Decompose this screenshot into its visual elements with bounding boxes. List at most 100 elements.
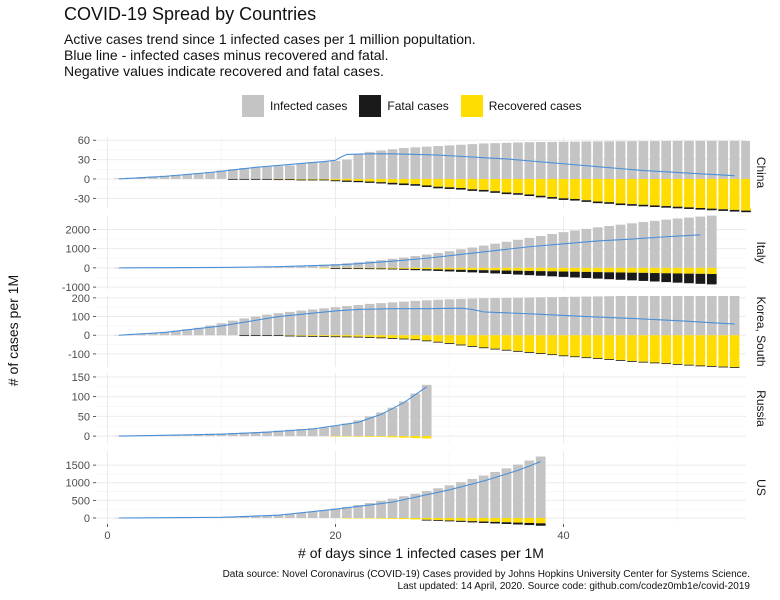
bar-recovered-us-23 [376,518,386,519]
bar-fatal-italy-23 [376,268,386,270]
bar-recovered-italy-40 [570,267,580,272]
bar-infected-korea-south-20 [342,306,352,336]
bar-infected-italy-17 [307,265,318,268]
bar-infected-us-26 [410,493,421,519]
bar-infected-china-7 [193,173,204,179]
bar-infected-us-14 [273,514,284,519]
bar-fatal-korea-south-50 [684,364,694,366]
bar-fatal-us-27 [421,519,432,521]
bar-recovered-korea-south-16 [296,335,307,336]
bar-fatal-china-14 [273,179,284,181]
bar-infected-us-20 [342,506,352,519]
bar-infected-china-32 [478,143,489,179]
bar-infected-us-28 [433,488,443,519]
bar-fatal-china-45 [627,204,637,206]
legend-label-infected: Infected cases [270,99,348,113]
bar-recovered-korea-south-49 [672,335,683,365]
bar-infected-china-31 [467,144,478,179]
bar-recovered-us-29 [444,518,455,521]
bar-recovered-china-44 [615,178,626,204]
bar-fatal-korea-south-32 [478,347,489,349]
bar-fatal-italy-43 [604,272,615,280]
bar-fatal-us-29 [444,520,455,522]
bar-recovered-korea-south-41 [581,335,592,358]
bar-fatal-korea-south-21 [353,336,364,338]
bar-fatal-korea-south-52 [706,366,717,367]
bar-recovered-korea-south-54 [729,335,740,367]
bar-fatal-china-23 [376,182,386,184]
panel-bg-korea-south [96,296,746,367]
active-line-us [118,461,541,519]
bar-fatal-korea-south-20 [342,336,352,338]
bar-infected-china-23 [376,150,386,179]
bar-infected-china-12 [250,167,261,179]
bar-infected-italy-29 [444,251,455,268]
bar-recovered-us-20 [342,518,352,519]
subtitle-line-3: Negative values indicate recovered and f… [64,63,384,79]
bar-recovered-china-54 [729,178,740,210]
bar-fatal-china-44 [615,203,626,206]
bar-infected-china-10 [227,169,238,179]
bar-recovered-italy-31 [467,267,478,270]
bar-fatal-korea-south-27 [421,340,432,342]
bar-infected-china-51 [695,140,706,179]
bar-infected-russia-13 [262,431,272,437]
bar-infected-korea-south-16 [296,310,307,336]
caption-line-1: Data source: Novel Coronavirus (COVID-19… [222,569,750,580]
bar-recovered-us-35 [513,518,523,523]
bar-recovered-china-52 [706,178,717,209]
bar-recovered-korea-south-46 [638,335,649,362]
bar-recovered-china-17 [307,178,318,180]
bar-fatal-italy-24 [387,268,398,270]
bar-recovered-us-26 [410,518,421,520]
bar-recovered-italy-21 [353,267,364,269]
bar-recovered-russia-19 [330,436,341,437]
bar-fatal-korea-south-40 [570,356,580,358]
bar-infected-russia-27 [421,384,432,437]
bar-fatal-italy-22 [364,268,375,270]
bar-fatal-italy-49 [672,273,683,283]
y-tick-label-russia-1: 50 [78,411,90,423]
bar-infected-italy-34 [501,241,512,268]
bar-fatal-china-30 [456,187,466,190]
bar-recovered-korea-south-51 [695,335,706,366]
bar-infected-italy-22 [364,261,375,268]
bar-infected-us-18 [319,510,329,519]
bar-recovered-china-49 [672,178,683,207]
bar-infected-korea-south-50 [684,296,694,336]
legend-item-recovered: Recovered cases [460,95,581,117]
bar-fatal-china-42 [592,201,603,204]
bar-recovered-china-29 [444,178,455,188]
bar-fatal-korea-south-45 [627,361,637,362]
bar-infected-korea-south-22 [364,303,375,336]
bar-fatal-china-54 [729,209,740,212]
bar-infected-italy-33 [490,243,500,268]
bar-infected-us-35 [513,464,523,519]
bar-fatal-korea-south-22 [364,337,375,338]
bar-infected-us-30 [456,482,466,519]
y-tick-label-korea-south-1: 0 [84,330,90,342]
bar-infected-korea-south-19 [330,307,341,336]
bar-infected-korea-south-24 [387,302,398,336]
bar-infected-italy-35 [513,239,523,268]
bar-recovered-us-21 [353,518,364,519]
bar-infected-korea-south-38 [547,297,557,336]
bar-recovered-korea-south-36 [524,335,535,353]
bar-recovered-china-38 [547,178,557,198]
bar-fatal-korea-south-36 [524,352,535,353]
bar-infected-china-55 [741,140,751,179]
caption-line-2: Last updated: 14 April, 2020. Source cod… [397,581,750,592]
bar-infected-korea-south-9 [216,323,227,336]
bar-infected-italy-25 [399,257,409,268]
bar-recovered-korea-south-33 [490,335,500,349]
bar-infected-korea-south-49 [672,296,683,336]
bar-recovered-china-36 [524,178,535,195]
bar-fatal-italy-39 [558,271,569,277]
bar-infected-china-17 [307,162,318,179]
active-line-china [118,153,735,180]
bar-infected-us-13 [262,515,272,519]
bar-recovered-korea-south-29 [444,335,455,344]
bar-infected-us-23 [376,500,386,519]
bar-infected-china-41 [581,141,592,179]
bar-fatal-china-25 [399,183,409,186]
